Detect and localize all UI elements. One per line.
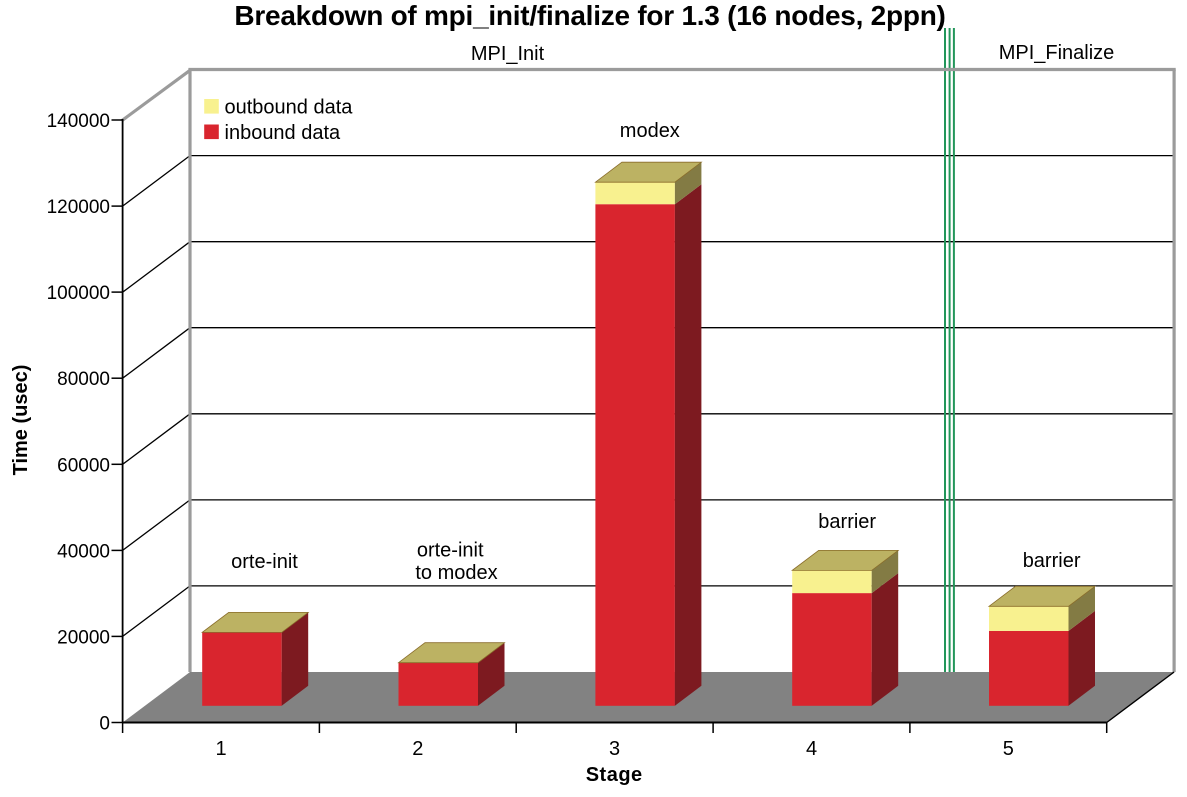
svg-text:1: 1 <box>215 738 226 760</box>
svg-text:80000: 80000 <box>57 369 110 390</box>
svg-text:orte-init: orte-init <box>231 551 298 573</box>
svg-text:4: 4 <box>806 738 817 760</box>
svg-text:to modex: to modex <box>415 562 497 584</box>
svg-text:100000: 100000 <box>47 283 110 304</box>
svg-text:Stage: Stage <box>586 764 643 786</box>
svg-text:Breakdown of mpi_init/finalize: Breakdown of mpi_init/finalize for 1.3 (… <box>234 0 945 31</box>
svg-text:MPI_Init: MPI_Init <box>471 43 545 65</box>
svg-text:barrier: barrier <box>1023 550 1081 572</box>
svg-text:3: 3 <box>609 738 620 760</box>
svg-text:barrier: barrier <box>818 511 876 533</box>
svg-text:40000: 40000 <box>57 541 110 562</box>
svg-text:modex: modex <box>620 120 680 142</box>
svg-text:140000: 140000 <box>47 111 110 132</box>
svg-text:60000: 60000 <box>57 455 110 476</box>
svg-text:MPI_Finalize: MPI_Finalize <box>999 42 1115 64</box>
svg-text:orte-init: orte-init <box>417 540 484 562</box>
svg-text:outbound data: outbound data <box>225 97 354 119</box>
svg-text:2: 2 <box>412 738 423 760</box>
svg-text:5: 5 <box>1003 738 1014 760</box>
svg-text:20000: 20000 <box>57 627 110 648</box>
svg-text:Time (usec): Time (usec) <box>10 365 32 476</box>
svg-text:120000: 120000 <box>47 197 110 218</box>
svg-text:inbound data: inbound data <box>225 122 342 144</box>
svg-text:0: 0 <box>99 714 110 735</box>
